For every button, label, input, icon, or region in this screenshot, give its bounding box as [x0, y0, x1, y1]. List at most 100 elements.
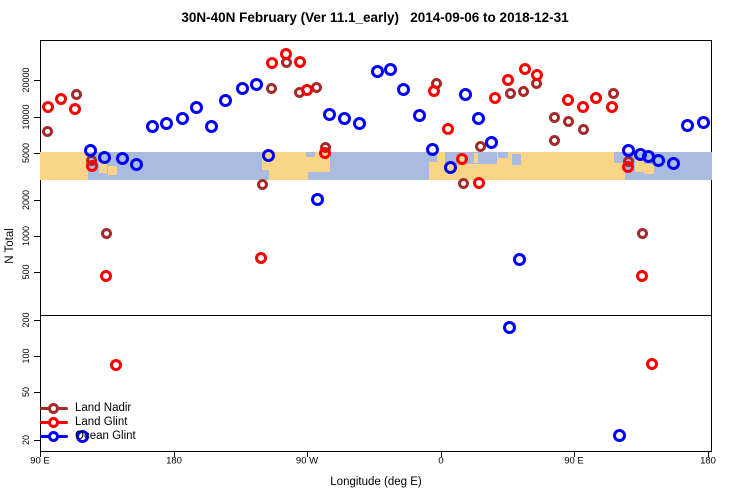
map-water: [498, 152, 508, 158]
y-tick-mark: [34, 272, 40, 273]
point-ocean-glint: [383, 62, 397, 76]
point-ocean-glint: [145, 119, 159, 133]
point-ocean-glint: [651, 153, 665, 167]
point-ocean-glint: [249, 77, 263, 91]
map-land: [644, 164, 654, 174]
y-tick-mark: [34, 80, 40, 81]
point-land-glint: [646, 358, 658, 370]
map-land: [108, 166, 117, 175]
point-ocean-glint: [218, 93, 232, 107]
point-ocean-glint: [471, 111, 485, 125]
x-tick-label: 0: [438, 455, 444, 467]
map-island: [474, 153, 478, 163]
point-land-glint: [110, 359, 122, 371]
x-tick-mark: [174, 452, 175, 457]
y-tick-label: 20000: [21, 67, 31, 93]
point-land-nadir: [548, 111, 560, 123]
map-water: [306, 152, 315, 157]
y-tick-mark: [34, 117, 40, 118]
x-tick-mark: [574, 452, 575, 457]
x-tick-mark: [40, 452, 41, 457]
point-ocean-glint: [370, 64, 384, 78]
plot-area: [40, 40, 712, 452]
point-ocean-glint: [159, 116, 173, 130]
x-tick-label: 180: [166, 455, 182, 467]
point-land-glint: [280, 48, 292, 60]
y-tick-mark: [34, 320, 40, 321]
point-land-nadir: [607, 87, 619, 99]
point-land-glint: [531, 69, 543, 81]
y-tick-label: 200: [21, 312, 31, 328]
point-land-glint: [502, 74, 514, 86]
point-ocean-glint: [396, 82, 410, 96]
point-ocean-glint: [175, 111, 189, 125]
point-land-nadir: [562, 115, 574, 127]
point-ocean-glint: [666, 156, 680, 170]
point-land-nadir: [256, 178, 268, 190]
point-land-nadir: [474, 140, 486, 152]
point-ocean-glint: [97, 150, 111, 164]
point-ocean-glint: [115, 151, 129, 165]
legend-marker: [47, 416, 59, 428]
legend-label: Land Nadir: [75, 402, 132, 414]
chart-title: 30N-40N February (Ver 11.1_early) 2014-0…: [181, 10, 569, 25]
point-land-glint: [562, 94, 574, 106]
y-tick-mark: [34, 392, 40, 393]
point-land-nadir: [265, 82, 277, 94]
y-tick-mark: [34, 153, 40, 154]
point-land-glint: [606, 101, 618, 113]
point-ocean-glint: [680, 118, 694, 132]
point-land-nadir: [41, 125, 53, 137]
point-ocean-glint: [337, 111, 351, 125]
point-land-nadir: [100, 227, 112, 239]
point-land-glint: [636, 270, 648, 282]
point-land-nadir: [548, 134, 560, 146]
y-tick-label: 10000: [21, 104, 31, 130]
x-tick-label: 180: [700, 455, 716, 467]
point-land-glint: [255, 252, 267, 264]
point-ocean-glint: [458, 87, 472, 101]
x-tick-label: 90 E: [30, 455, 50, 467]
map-water: [512, 154, 521, 165]
point-land-glint: [86, 160, 98, 172]
y-tick-mark: [34, 200, 40, 201]
point-ocean-glint: [621, 143, 635, 157]
x-tick-label: 90 W: [295, 455, 319, 467]
y-tick-label: 20: [21, 434, 31, 446]
point-ocean-glint: [261, 148, 275, 162]
point-land-glint: [442, 123, 454, 135]
point-land-glint: [69, 103, 81, 115]
point-ocean-glint: [412, 108, 426, 122]
point-land-glint: [622, 161, 634, 173]
point-land-glint: [42, 101, 54, 113]
point-land-glint: [294, 56, 306, 68]
map-water: [262, 170, 269, 180]
y-tick-label: 500: [21, 264, 31, 280]
x-tick-mark: [441, 452, 442, 457]
y-tick-label: 5000: [21, 142, 31, 164]
point-land-glint: [489, 92, 501, 104]
y-tick-mark: [34, 236, 40, 237]
point-ocean-glint: [484, 135, 498, 149]
y-tick-label: 1000: [21, 225, 31, 247]
reference-line: [40, 315, 712, 316]
x-tick-label: 90 E: [564, 455, 584, 467]
point-ocean-glint: [612, 428, 626, 442]
point-ocean-glint: [310, 192, 324, 206]
point-land-glint: [590, 92, 602, 104]
y-tick-label: 100: [21, 348, 31, 364]
point-ocean-glint: [75, 429, 89, 443]
point-ocean-glint: [443, 160, 457, 174]
y-tick-mark: [34, 440, 40, 441]
point-ocean-glint: [189, 100, 203, 114]
map-land: [635, 160, 644, 172]
y-tick-mark: [34, 356, 40, 357]
y-tick-label: 2000: [21, 189, 31, 211]
x-tick-mark: [708, 452, 709, 457]
point-ocean-glint: [322, 107, 336, 121]
point-ocean-glint: [696, 115, 710, 129]
legend-label: Ocean Glint: [75, 430, 136, 442]
point-ocean-glint: [204, 119, 218, 133]
point-ocean-glint: [235, 81, 249, 95]
